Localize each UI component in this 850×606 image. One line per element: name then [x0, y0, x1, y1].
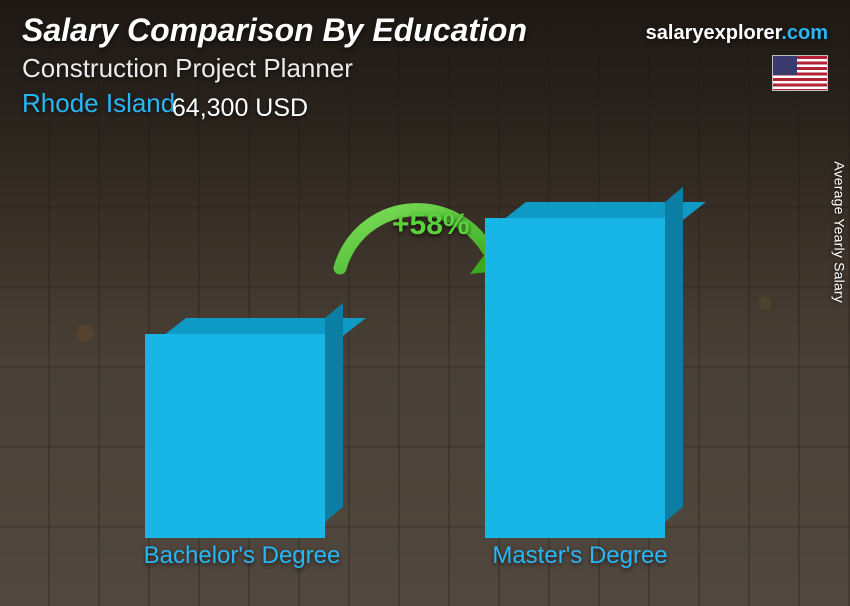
bar-masters: 101,000 USD: [480, 218, 680, 538]
job-title: Construction Project Planner: [22, 53, 527, 84]
percent-increase: +58%: [392, 208, 470, 242]
bar-cube: [145, 334, 325, 538]
bar-bachelors: 64,300 USD: [140, 334, 340, 538]
content: Salary Comparison By Education Construct…: [0, 0, 850, 606]
brand-domain: .com: [781, 22, 828, 44]
bar-front-face: [145, 334, 325, 538]
bar-cube: [485, 218, 665, 538]
brand-word: salaryexplorer: [646, 22, 782, 44]
bar-chart: +58% 64,300 USD 101,000 USD Bachelor's D…: [0, 142, 850, 582]
brand: salaryexplorer.com: [646, 22, 828, 96]
bar-value-label: 64,300 USD: [110, 94, 370, 123]
bar-side-face: [325, 303, 343, 522]
us-flag-icon: [772, 55, 828, 91]
bar-front-face: [485, 218, 665, 538]
page-title: Salary Comparison By Education: [22, 12, 527, 49]
brand-name: salaryexplorer.com: [646, 22, 828, 45]
category-label: Master's Degree: [450, 542, 710, 570]
bar-side-face: [665, 187, 683, 522]
category-label: Bachelor's Degree: [112, 542, 372, 570]
